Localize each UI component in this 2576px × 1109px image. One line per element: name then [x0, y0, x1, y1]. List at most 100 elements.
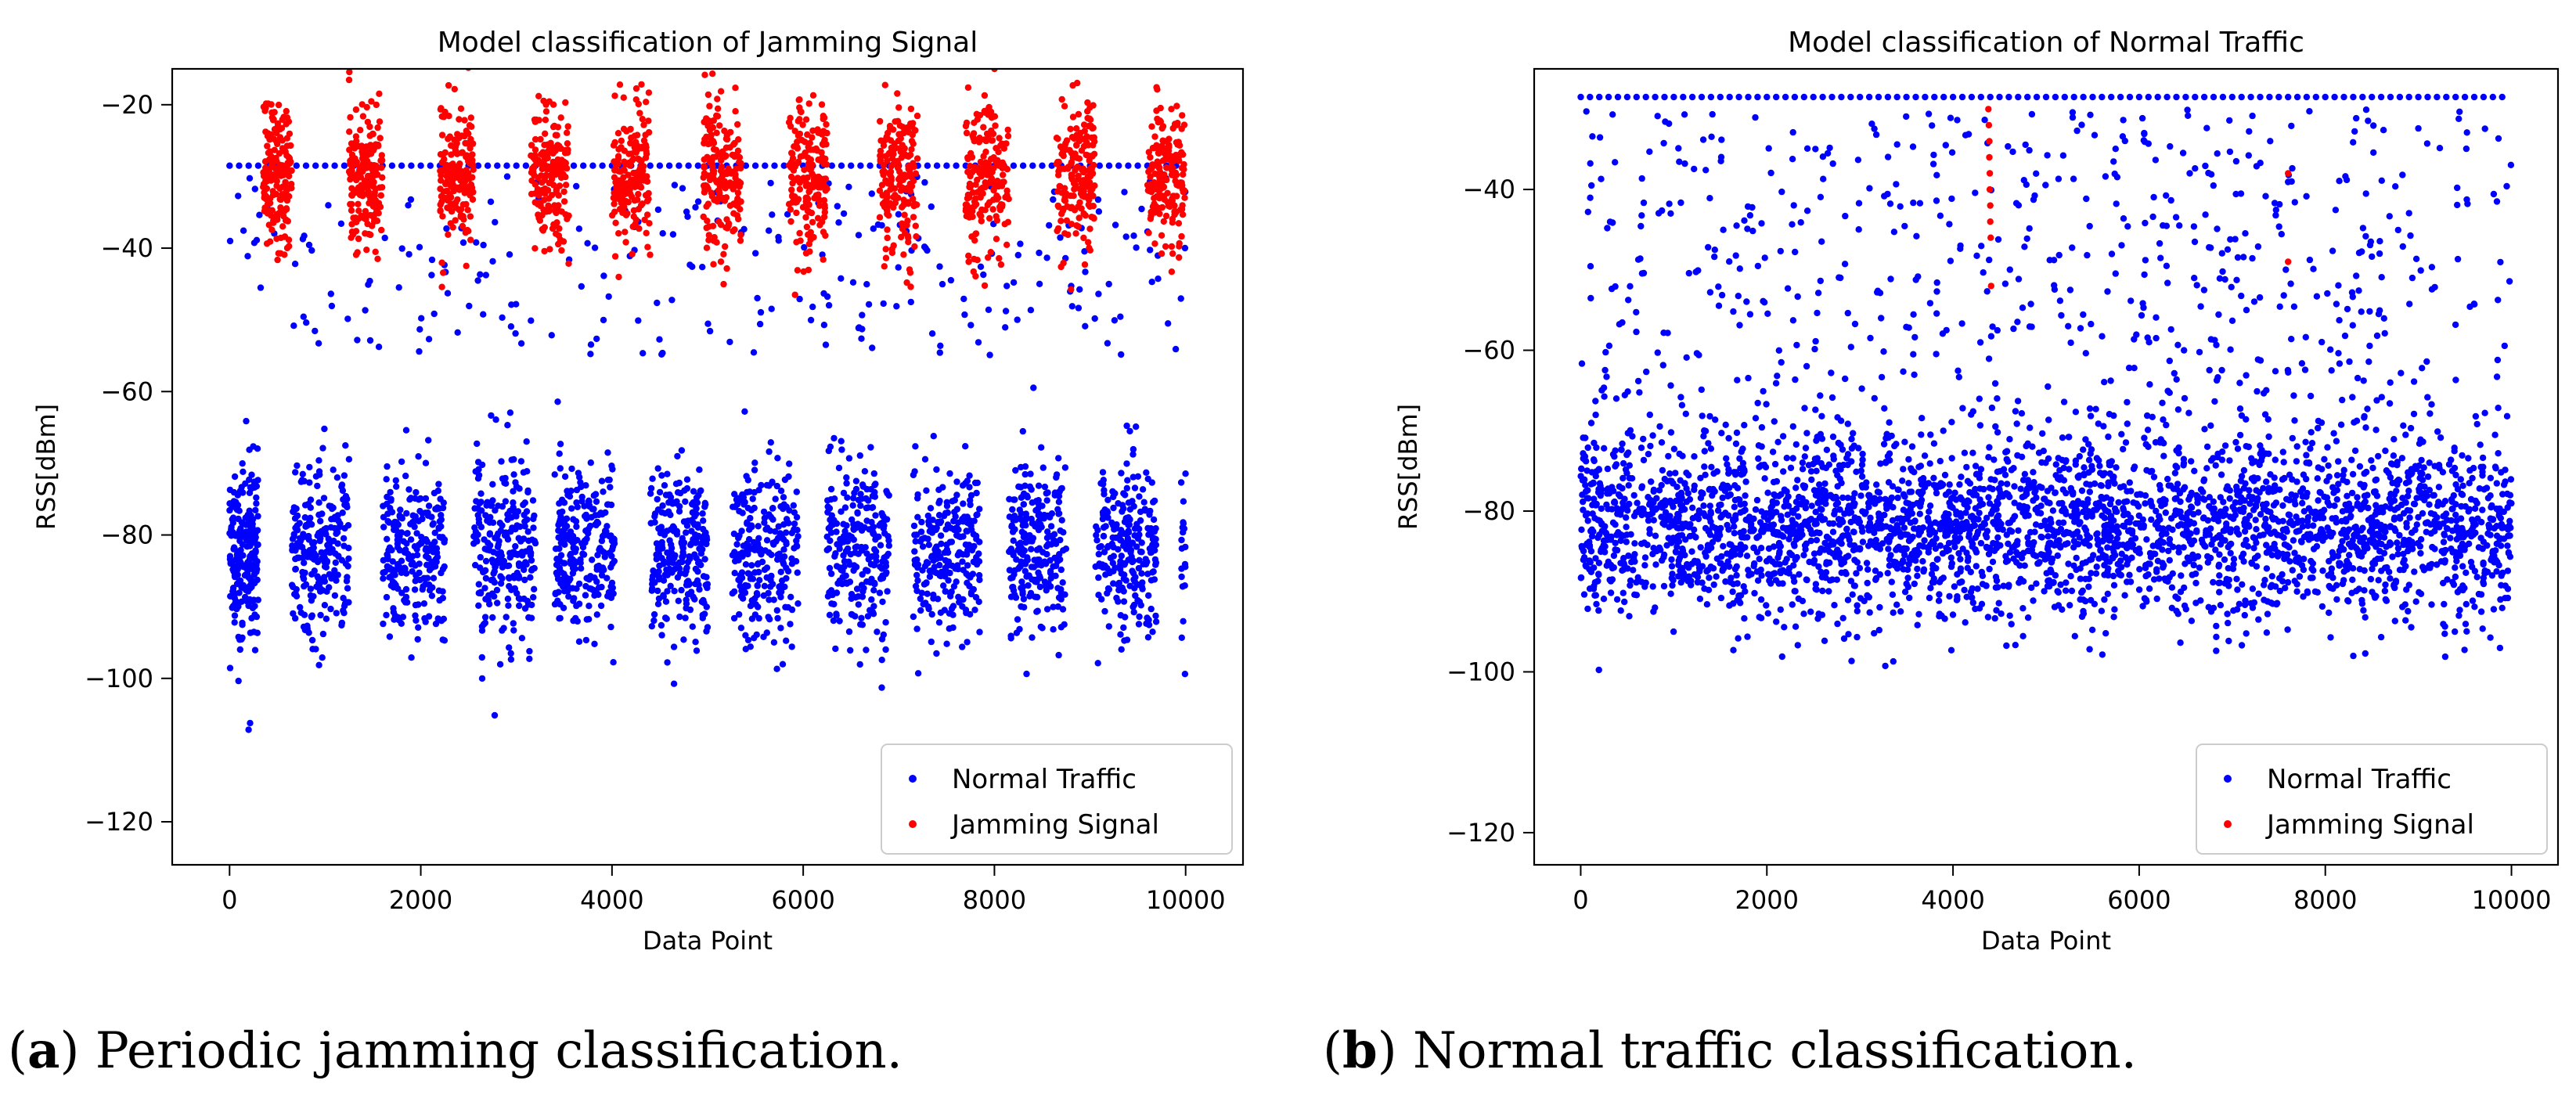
- data-point: [328, 516, 335, 523]
- data-point: [425, 502, 433, 509]
- data-point: [1023, 670, 1030, 678]
- data-point: [750, 349, 758, 356]
- data-point: [775, 233, 782, 241]
- data-point: [438, 516, 445, 524]
- data-point: [355, 235, 362, 243]
- data-point: [683, 522, 691, 529]
- data-point: [392, 526, 400, 534]
- data-point: [437, 151, 445, 158]
- data-point: [885, 542, 893, 549]
- data-point: [372, 248, 379, 255]
- data-point: [558, 247, 565, 254]
- data-point: [453, 150, 461, 157]
- data-point: [1035, 482, 1043, 489]
- data-point: [491, 592, 498, 600]
- data-point: [734, 495, 741, 502]
- data-point: [937, 532, 945, 539]
- data-point: [870, 587, 877, 594]
- data-point: [609, 545, 616, 553]
- data-point: [660, 592, 667, 599]
- data-point: [377, 192, 384, 199]
- data-point: [494, 162, 501, 169]
- data-point: [627, 139, 634, 147]
- data-point: [1105, 585, 1113, 593]
- data-point: [875, 533, 882, 540]
- data-point: [1147, 208, 1155, 216]
- data-point: [1054, 188, 1061, 195]
- data-point: [819, 251, 826, 258]
- data-point: [332, 559, 339, 567]
- data-point: [988, 127, 995, 135]
- data-point: [785, 520, 792, 527]
- data-point: [674, 574, 682, 581]
- data-point: [283, 114, 291, 121]
- data-point: [271, 146, 278, 153]
- data-point: [787, 159, 794, 167]
- data-point: [340, 610, 348, 617]
- data-point: [430, 520, 437, 527]
- data-point: [884, 588, 891, 595]
- data-point: [497, 580, 505, 587]
- data-point: [564, 123, 571, 130]
- data-point: [701, 503, 708, 510]
- data-point: [903, 279, 910, 286]
- data-point: [229, 502, 237, 509]
- data-point: [1093, 537, 1101, 544]
- data-point: [231, 473, 239, 481]
- data-point: [654, 587, 661, 595]
- data-point: [801, 166, 808, 174]
- data-point: [281, 233, 288, 240]
- data-point: [507, 650, 514, 657]
- data-point: [1048, 572, 1056, 580]
- data-point: [594, 552, 601, 559]
- data-point: [1003, 187, 1011, 194]
- data-point: [1099, 515, 1107, 523]
- data-point: [554, 206, 561, 214]
- data-point: [730, 228, 737, 235]
- data-point: [897, 135, 905, 142]
- data-point: [571, 595, 578, 602]
- data-point: [1178, 125, 1185, 132]
- data-point: [794, 600, 802, 607]
- data-point: [630, 207, 638, 214]
- data-point: [551, 600, 559, 608]
- data-point: [690, 488, 697, 495]
- data-point: [334, 540, 341, 547]
- data-point: [940, 582, 947, 589]
- data-point: [1177, 479, 1185, 486]
- data-point: [509, 524, 516, 531]
- data-point: [1054, 603, 1062, 610]
- data-point: [701, 71, 708, 78]
- data-point: [347, 200, 354, 208]
- data-point: [801, 243, 808, 251]
- data-point: [516, 574, 523, 582]
- data-point: [736, 610, 743, 618]
- data-point: [877, 117, 884, 125]
- data-point: [654, 299, 661, 307]
- data-point: [401, 564, 409, 571]
- data-point: [557, 533, 564, 541]
- data-point: [526, 546, 533, 553]
- data-point: [1126, 582, 1133, 589]
- data-point: [751, 162, 759, 169]
- data-point: [926, 573, 934, 580]
- data-point: [1043, 606, 1051, 613]
- data-point: [458, 206, 465, 213]
- data-point: [553, 219, 560, 226]
- data-point: [1062, 545, 1070, 553]
- data-point: [273, 157, 280, 164]
- data-point: [226, 664, 234, 672]
- data-point: [490, 570, 497, 577]
- data-point: [1038, 562, 1045, 569]
- data-point: [1135, 621, 1143, 628]
- data-point: [484, 499, 491, 506]
- data-point: [521, 605, 529, 612]
- data-point: [319, 654, 326, 661]
- data-point: [406, 496, 413, 503]
- data-point: [820, 113, 827, 120]
- data-point: [524, 516, 531, 524]
- data-point: [924, 590, 931, 597]
- data-point: [1029, 499, 1036, 506]
- data-point: [894, 117, 902, 124]
- data-point: [734, 189, 742, 196]
